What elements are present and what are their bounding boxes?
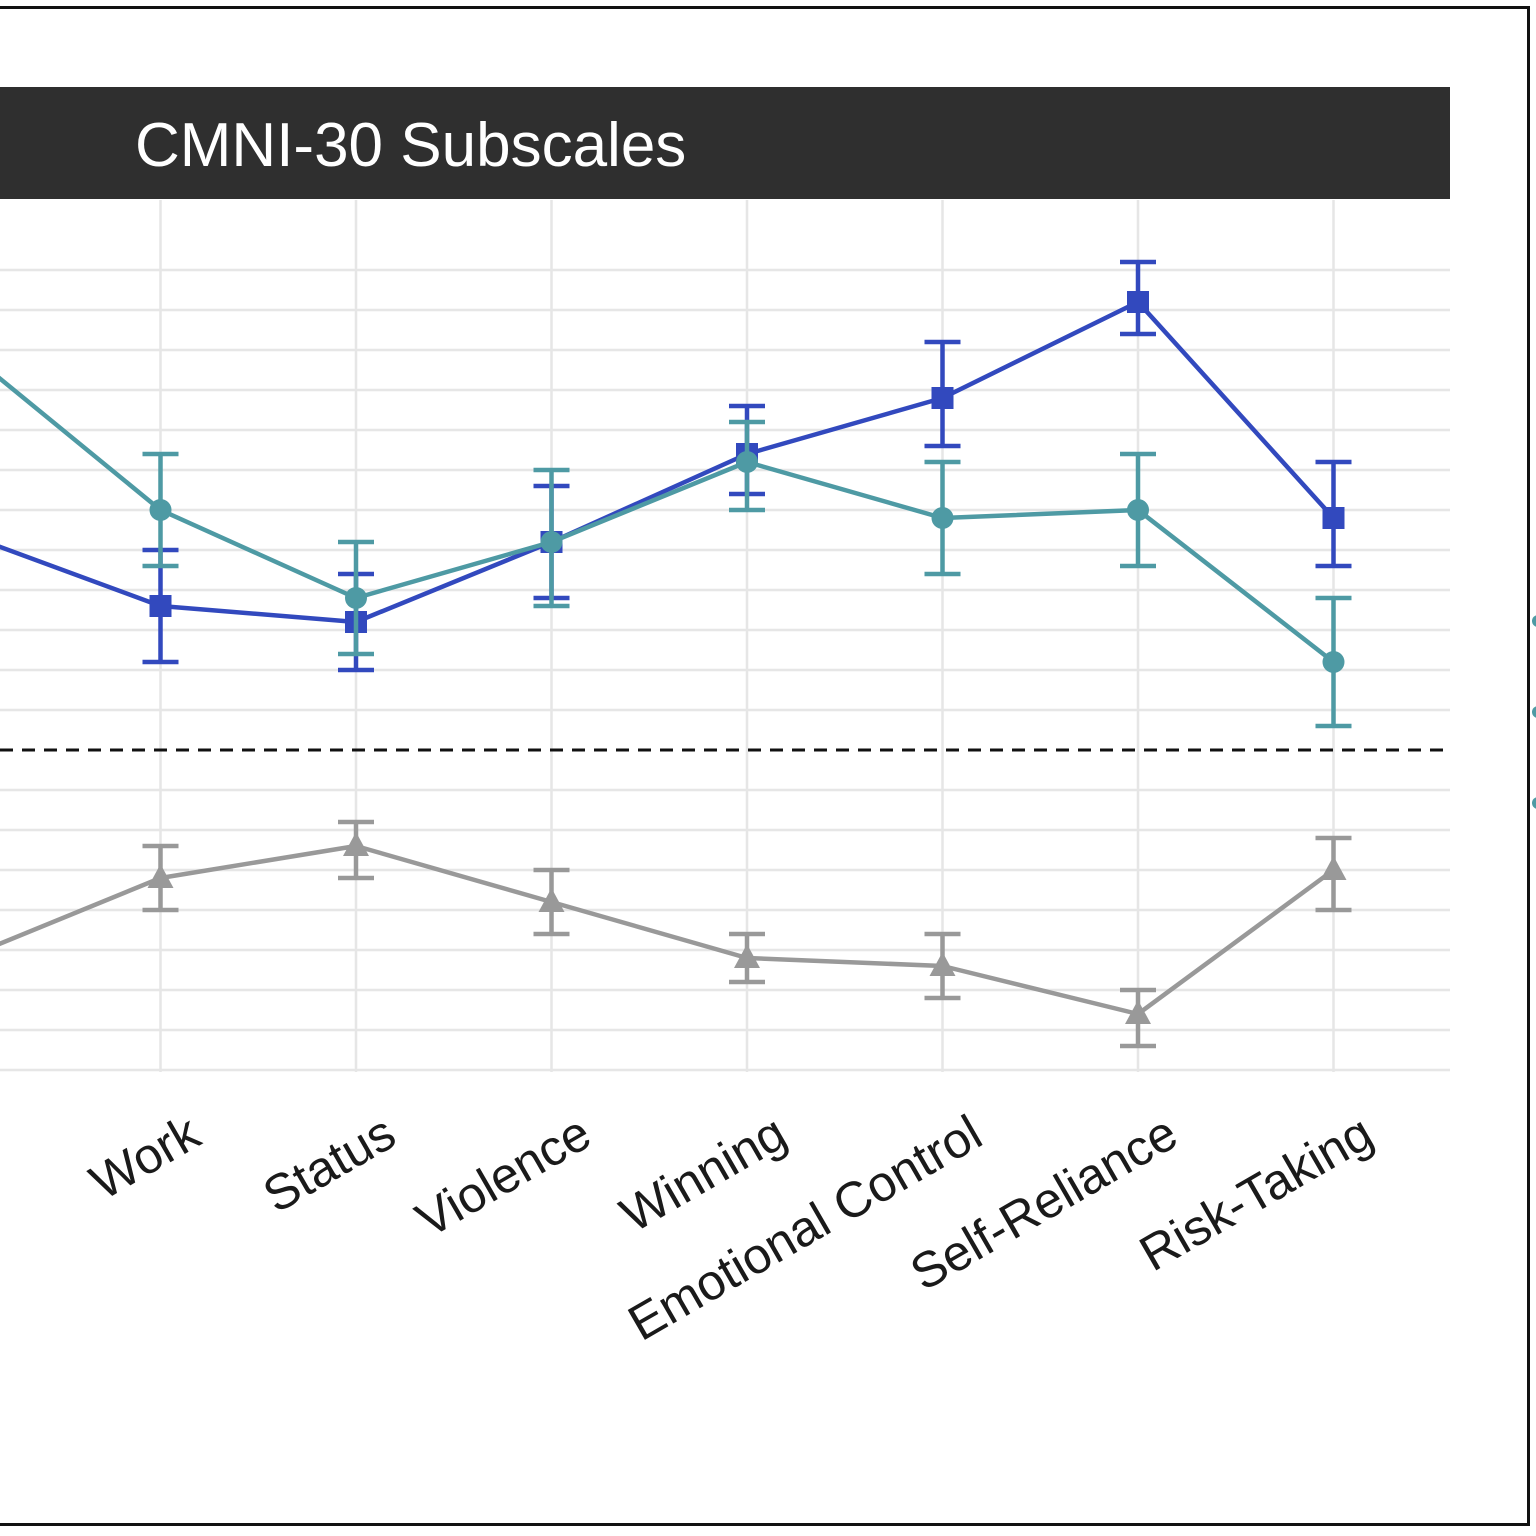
data-point [343, 832, 369, 856]
x-tick-label: Status [254, 1104, 405, 1223]
data-point [1127, 499, 1149, 521]
grid [0, 200, 1450, 1072]
data-point [538, 888, 565, 912]
x-tick-label: Work [81, 1104, 210, 1211]
data-point [931, 507, 954, 529]
data-point [149, 499, 172, 521]
series-group [0, 259, 1352, 1049]
data-point [1320, 856, 1347, 880]
data-point [540, 531, 563, 553]
data-point [345, 587, 367, 609]
data-point [736, 451, 758, 473]
x-tick-label: Violence [407, 1104, 600, 1248]
series-1-line [0, 299, 1336, 625]
series-2 [0, 375, 1352, 729]
data-point [734, 944, 760, 968]
series-1 [0, 259, 1352, 673]
data-point [1125, 1000, 1151, 1024]
data-point [147, 864, 174, 888]
facet-strip-background [0, 87, 1450, 199]
data-point [149, 595, 172, 617]
legend-key-2 [1532, 706, 1536, 718]
series-3 [0, 819, 1352, 1049]
series-3-line [0, 843, 1335, 1017]
legend-keys [1532, 615, 1536, 809]
chart-title: CMNI-30 Subscales [135, 111, 686, 180]
x-tick-label: Emotional Control [619, 1104, 991, 1351]
figure-frame [0, 6, 1530, 1526]
data-point [929, 952, 956, 976]
facet-strip: CMNI-30 Subscales [0, 87, 1450, 199]
data-point [1127, 291, 1149, 313]
data-point [1322, 651, 1345, 673]
data-point [931, 387, 954, 409]
series-2-line [0, 375, 1335, 664]
legend-key-3 [1532, 797, 1536, 809]
legend-key-1 [1532, 615, 1536, 627]
data-point [1322, 507, 1345, 529]
